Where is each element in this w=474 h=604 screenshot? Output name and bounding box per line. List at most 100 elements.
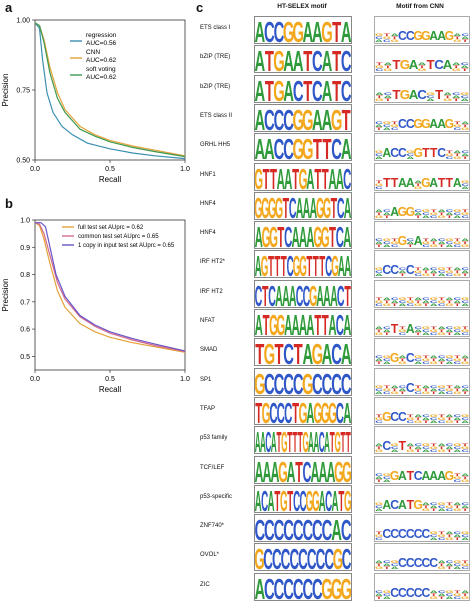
logo-letter-A: A <box>443 57 453 72</box>
logo-letter-T: T <box>438 174 446 190</box>
logo-letter-C: C <box>264 369 275 395</box>
logo-letter-T: T <box>430 391 437 395</box>
logo-letter-C: C <box>438 537 446 541</box>
logo-letter-T: T <box>462 443 469 447</box>
logo-letter-A: A <box>461 270 469 274</box>
logo-letter-G: G <box>461 244 469 248</box>
logo-letter-C: C <box>283 339 294 365</box>
logo-letter-G: G <box>414 355 422 359</box>
logo-letter-A: A <box>454 332 462 336</box>
logo-letter-T: T <box>446 150 453 154</box>
logo-letter-A: A <box>409 87 419 102</box>
logo-letter-G: G <box>406 300 414 304</box>
x-tick-label: 1.0 <box>180 166 190 173</box>
logo-letter-T: T <box>376 596 383 600</box>
logo-letter-T: T <box>438 297 445 301</box>
logo-letter-C: C <box>414 443 422 447</box>
logo-letter-C: C <box>283 134 294 160</box>
logo-letter-G: G <box>406 150 414 154</box>
logo-letter-A: A <box>267 486 274 512</box>
logo-letter-A: A <box>399 355 407 359</box>
logo-letter-A: A <box>330 281 338 307</box>
logo-letter-T: T <box>454 505 461 509</box>
logo-letter-G: G <box>421 115 431 131</box>
logo-letter-T: T <box>376 180 383 184</box>
logo-letter-A: A <box>343 310 351 336</box>
logo-letter-A: A <box>277 164 285 190</box>
logo-letter-G: G <box>313 398 322 424</box>
logo-letter-G: G <box>461 479 469 483</box>
logo-letter-T: T <box>294 339 303 365</box>
logo-letter-A: A <box>446 212 454 216</box>
logo-letter-C: C <box>383 39 391 43</box>
logo-letter-T: T <box>446 502 453 506</box>
logo-letter-G: G <box>445 420 453 424</box>
logo-letter-A: A <box>438 560 446 564</box>
y-axis-label: Precision <box>1 279 10 312</box>
logo-letter-A: A <box>255 486 262 512</box>
logo-letter-G: G <box>391 241 399 245</box>
logo-letter-A: A <box>319 457 328 483</box>
logo-letter-G: G <box>255 544 265 570</box>
logo-letter-T: T <box>430 326 437 330</box>
logo-letter-A: A <box>344 251 351 277</box>
logo-letter-C: C <box>341 515 351 541</box>
logo-letter-A: A <box>453 174 462 190</box>
logo-letter-G: G <box>430 212 438 216</box>
logo-letter-C: C <box>284 222 292 248</box>
logo-letter-A: A <box>319 486 326 512</box>
logo-letter-A: A <box>461 590 469 594</box>
logo-letter-T: T <box>462 508 469 512</box>
logo-letter-G: G <box>340 574 351 600</box>
logo-letter-G: G <box>438 417 446 421</box>
logo-letter-A: A <box>438 273 446 277</box>
logo-letter-T: T <box>446 566 453 570</box>
logo-letter-G: G <box>306 486 314 512</box>
logo-letter-T: T <box>454 355 461 359</box>
logo-letter-C: C <box>299 486 306 512</box>
logo-letter-G: G <box>413 145 423 161</box>
logo-letter-G: G <box>422 391 430 395</box>
logo-letter-C: C <box>375 36 383 40</box>
logo-letter-C: C <box>399 300 407 304</box>
logo-letter-G: G <box>422 209 430 213</box>
logo-letter-A: A <box>414 233 423 249</box>
logo-letter-A: A <box>275 281 283 307</box>
logo-letter-T: T <box>454 420 461 424</box>
logo-letter-T: T <box>332 17 341 43</box>
logo-letter-T: T <box>376 62 383 66</box>
series-line-1 <box>34 22 186 157</box>
logo-letter-A: A <box>422 417 430 421</box>
logo-letter-G: G <box>422 241 430 245</box>
logo-letter-A: A <box>289 281 297 307</box>
logo-letter-C: C <box>307 544 317 570</box>
legend-entry-0: full test set AUprc = 0.62 <box>78 225 144 231</box>
logo-letter-A: A <box>312 17 323 43</box>
logo-letter-A: A <box>422 502 430 506</box>
series-line-2 <box>35 222 186 352</box>
logo-letter-T: T <box>462 476 469 480</box>
logo-letter-C: C <box>293 574 304 600</box>
logo-letter-A: A <box>255 76 265 102</box>
logo-letter-C: C <box>283 515 294 541</box>
logo-letter-C: C <box>414 326 422 330</box>
logo-letter-C: C <box>265 427 271 453</box>
logo-letter-C: C <box>382 262 391 278</box>
logo-letter-T: T <box>376 414 383 418</box>
logo-letter-G: G <box>375 150 383 154</box>
logo-letter-C: C <box>331 369 342 395</box>
logo-letter-G: G <box>375 502 383 506</box>
logo-letter-G: G <box>303 427 309 453</box>
logo-letter-C: C <box>446 391 454 395</box>
logo-letter-T: T <box>265 76 274 102</box>
logo-letter-G: G <box>398 361 406 365</box>
logo-letter-A: A <box>407 241 415 245</box>
logo-letter-A: A <box>446 297 454 301</box>
logo-letter-C: C <box>461 534 469 538</box>
logo-letter-G: G <box>453 560 461 564</box>
